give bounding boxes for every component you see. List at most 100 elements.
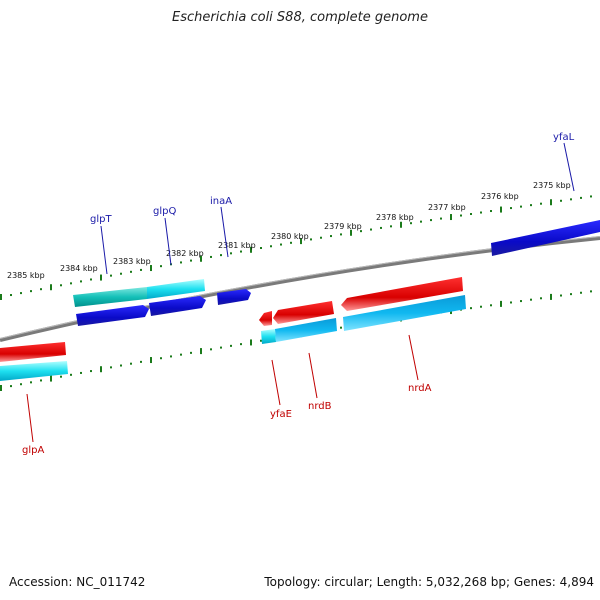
scale-bottom-tick xyxy=(520,300,522,303)
leader-glpA xyxy=(26,393,34,443)
scale-top-tick xyxy=(430,219,432,222)
scale-bottom-tick xyxy=(110,366,112,369)
scale-bottom-tick xyxy=(340,326,342,329)
scale-top-tick xyxy=(70,282,72,285)
scale-top-tick xyxy=(460,214,462,217)
scale-top-tick xyxy=(330,235,332,238)
leader-inaA xyxy=(220,206,229,258)
scale-top-tick xyxy=(540,202,542,205)
scale-top-tick xyxy=(270,245,272,248)
leader-glpQ xyxy=(164,217,172,266)
scale-top-tick xyxy=(150,265,152,272)
accession-text: Accession: NC_011742 xyxy=(9,575,146,589)
gene-yfaL xyxy=(491,220,600,256)
scale-bottom-tick xyxy=(150,357,152,364)
scale-bottom-tick xyxy=(580,291,582,294)
scale-top-tick xyxy=(290,241,292,244)
scale-bottom-tick xyxy=(40,379,42,382)
scale-bottom-tick xyxy=(10,385,12,388)
cds-glpT-upper xyxy=(73,287,147,307)
scale-bottom-tick xyxy=(490,304,492,307)
scale-bottom-tick xyxy=(190,351,192,354)
scale-top-tick xyxy=(480,211,482,214)
scale-labels: 2385 kbp 2384 kbp 2383 kbp 2382 kbp 2381… xyxy=(7,181,571,280)
scale-top-tick xyxy=(110,274,112,277)
label-nrdA: nrdA xyxy=(408,383,432,394)
scale-bottom-tick xyxy=(530,298,532,301)
scale-top-tick xyxy=(470,213,472,216)
scale-top-tick xyxy=(420,220,422,223)
scale-top-tick xyxy=(440,217,442,220)
scale-bottom-tick xyxy=(540,297,542,300)
scale-top-tick xyxy=(40,288,42,291)
scale-label-2380: 2380 kbp xyxy=(271,232,309,241)
scale-bottom-tick xyxy=(120,364,122,367)
scale-bottom-tick xyxy=(590,290,592,293)
scale-top-tick xyxy=(0,294,2,300)
scale-top-tick xyxy=(590,195,592,198)
label-glpQ: glpQ xyxy=(153,206,176,217)
scale-top-tick xyxy=(350,229,352,236)
scale-bottom-tick xyxy=(210,348,212,351)
scale-label-2377: 2377 kbp xyxy=(428,203,466,212)
leader-nrdA xyxy=(408,334,419,381)
scale-bottom-tick xyxy=(130,362,132,365)
scale-bottom-tick xyxy=(90,370,92,373)
scale-top-tick xyxy=(250,246,252,253)
scale-bottom-tick xyxy=(500,300,502,307)
scale-bottom-tick xyxy=(220,346,222,349)
scale-top-tick xyxy=(230,252,232,255)
scale-top-tick xyxy=(80,280,82,283)
scale-bottom-tick xyxy=(180,353,182,356)
lower-gene-track xyxy=(0,277,463,362)
label-yfaE: yfaE xyxy=(270,409,292,420)
scale-top-tick xyxy=(320,236,322,239)
scale-bottom-tick xyxy=(50,375,52,382)
upper-cds-track xyxy=(73,279,205,307)
leader-nrdB xyxy=(308,352,318,399)
scale-bottom-tick xyxy=(480,305,482,308)
scale-top-tick xyxy=(580,196,582,199)
leader-glpT xyxy=(100,225,108,275)
scale-top-tick xyxy=(30,290,32,293)
scale-top-tick xyxy=(140,268,142,271)
scale-bottom-tick xyxy=(550,293,552,300)
scale-bottom-tick xyxy=(230,344,232,347)
cds-glpQ-upper xyxy=(147,279,205,299)
gene-inaA xyxy=(217,289,251,305)
scale-top-tick xyxy=(220,254,222,257)
scale-top-tick xyxy=(410,222,412,225)
label-inaA: inaA xyxy=(210,196,232,207)
scale-top-tick xyxy=(130,270,132,273)
scale-top-tick xyxy=(90,278,92,281)
scale-top-tick xyxy=(560,199,562,202)
scale-label-2381: 2381 kbp xyxy=(218,241,256,250)
gene-labels: glpT glpQ inaA yfaL glpA yfaE nrdB nrdA xyxy=(22,132,575,456)
scale-label-2378: 2378 kbp xyxy=(376,213,414,222)
scale-top-tick xyxy=(570,198,572,201)
scale-label-2379: 2379 kbp xyxy=(324,222,362,231)
scale-top-tick xyxy=(240,250,242,253)
scale-top-tick xyxy=(550,199,552,206)
scale-top-tick xyxy=(530,204,532,207)
scale-bottom-tick xyxy=(260,339,262,342)
cds-yfaE xyxy=(261,329,276,344)
scale-top-tick xyxy=(60,284,62,287)
scale-label-2375: 2375 kbp xyxy=(533,181,571,190)
scale-top-tick xyxy=(340,233,342,236)
scale-bottom-tick xyxy=(200,348,202,355)
scale-bottom-tick xyxy=(510,301,512,304)
scale-top-tick xyxy=(390,225,392,228)
cds-nrdB xyxy=(275,318,337,342)
cds-glpA xyxy=(0,361,68,381)
scale-top-tick xyxy=(120,272,122,275)
leader-yfaE xyxy=(271,359,281,406)
scale-label-2376: 2376 kbp xyxy=(481,192,519,201)
scale-bottom-tick xyxy=(20,383,22,386)
scale-bottom-tick xyxy=(30,381,32,384)
gene-glpQ xyxy=(149,296,206,316)
scale-top-tick xyxy=(520,205,522,208)
label-nrdB: nrdB xyxy=(308,401,332,412)
gene-glpA xyxy=(0,342,66,362)
